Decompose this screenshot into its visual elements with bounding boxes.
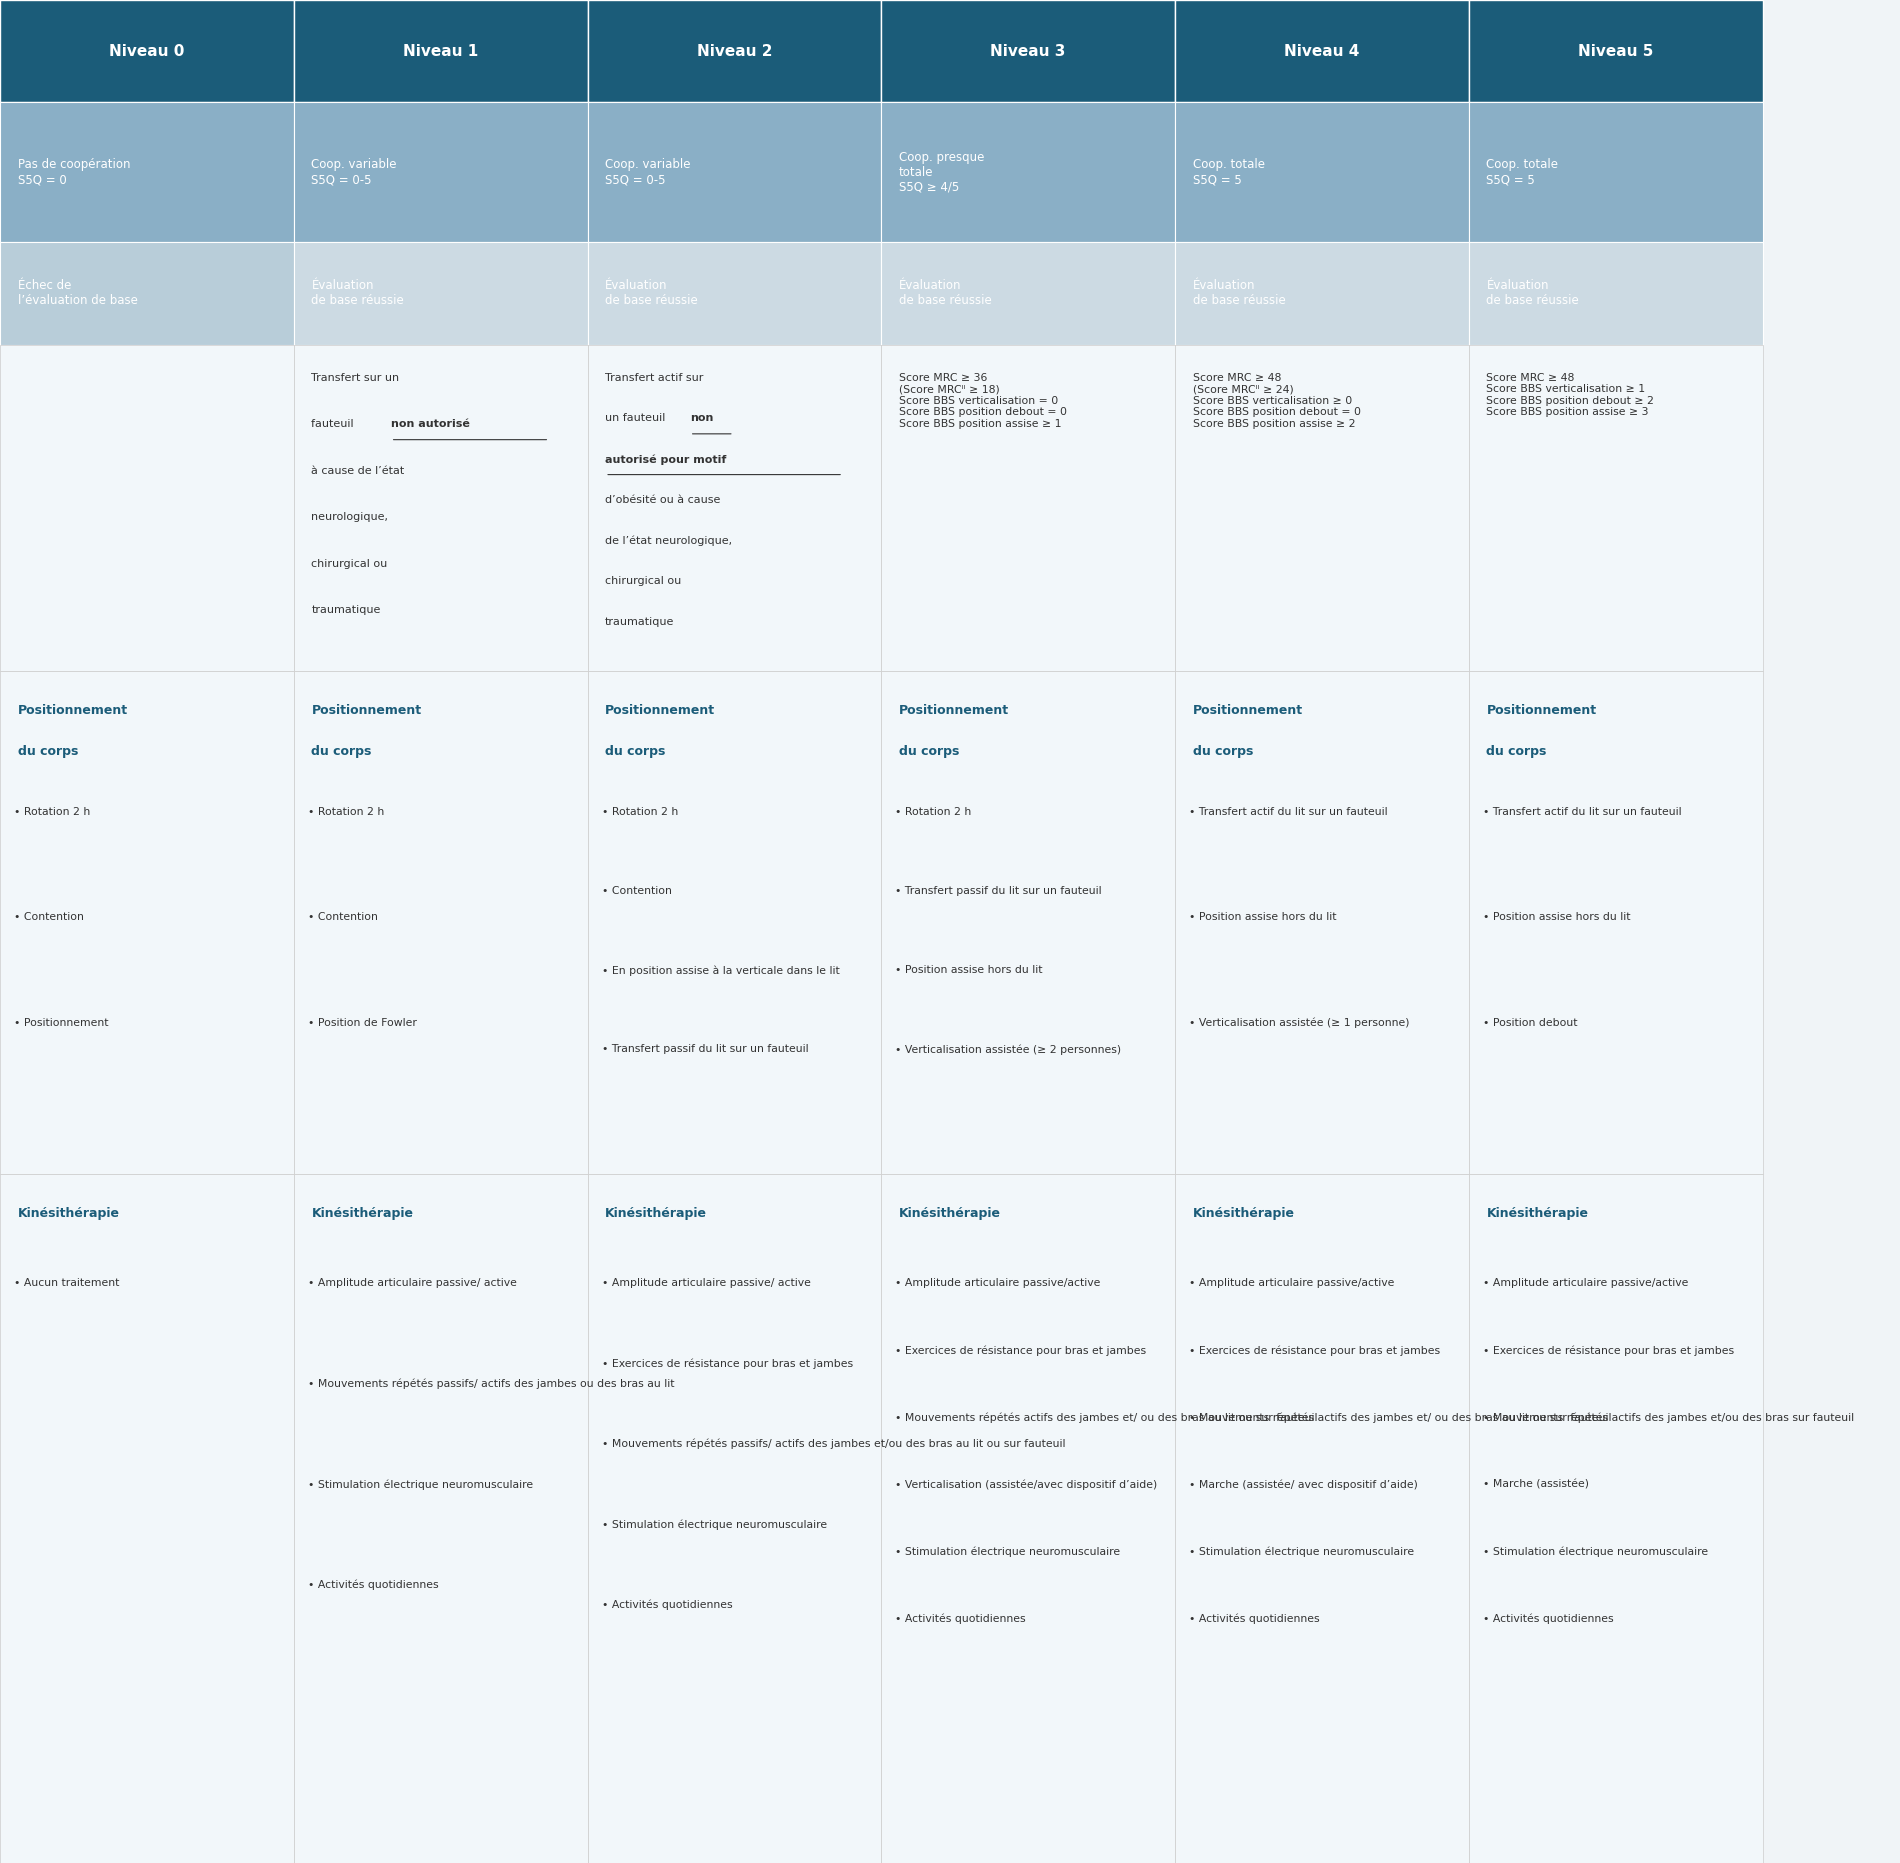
Text: Coop. presque
totale
S5Q ≥ 4/5: Coop. presque totale S5Q ≥ 4/5 [899,151,984,194]
Text: • Rotation 2 h: • Rotation 2 h [13,807,91,816]
Text: • Mouvements répétés actifs des jambes et/ ou des bras au lit ou sur fauteuil: • Mouvements répétés actifs des jambes e… [895,1412,1319,1423]
Text: • Activités quotidiennes: • Activités quotidiennes [602,1600,732,1610]
FancyBboxPatch shape [587,1174,882,1863]
Text: Score MRC ≥ 48
(Score MRCᴵᴵ ≥ 24)
Score BBS verticalisation ≥ 0
Score BBS positi: Score MRC ≥ 48 (Score MRCᴵᴵ ≥ 24) Score … [1193,373,1360,428]
Text: • Contention: • Contention [13,913,84,922]
Text: • Position debout: • Position debout [1482,1017,1577,1028]
Text: • Amplitude articulaire passive/ active: • Amplitude articulaire passive/ active [308,1278,517,1287]
Text: de l’état neurologique,: de l’état neurologique, [604,537,732,546]
Text: du corps: du corps [1486,745,1547,758]
Text: • Position assise hors du lit: • Position assise hors du lit [1189,913,1336,922]
FancyBboxPatch shape [294,0,587,102]
Text: • Verticalisation (assistée/avec dispositif d’aide): • Verticalisation (assistée/avec disposi… [895,1479,1157,1490]
Text: chirurgical ou: chirurgical ou [604,576,682,587]
Text: Coop. totale
S5Q = 5: Coop. totale S5Q = 5 [1486,158,1558,186]
Text: Coop. totale
S5Q = 5: Coop. totale S5Q = 5 [1193,158,1265,186]
Text: • Mouvements répétés actifs des jambes et/ou des bras sur fauteuil: • Mouvements répétés actifs des jambes e… [1482,1412,1854,1423]
Text: • Exercices de résistance pour bras et jambes: • Exercices de résistance pour bras et j… [602,1358,853,1369]
Text: Niveau 4: Niveau 4 [1284,43,1360,60]
Text: • Amplitude articulaire passive/active: • Amplitude articulaire passive/active [1189,1278,1395,1287]
FancyBboxPatch shape [294,102,587,242]
Text: • Amplitude articulaire passive/active: • Amplitude articulaire passive/active [1482,1278,1689,1287]
Text: du corps: du corps [604,745,665,758]
Text: Positionnement: Positionnement [899,704,1009,717]
Text: • Amplitude articulaire passive/ active: • Amplitude articulaire passive/ active [602,1278,811,1287]
FancyBboxPatch shape [1469,671,1763,1174]
Text: • Activités quotidiennes: • Activités quotidiennes [1482,1613,1613,1625]
Text: non: non [690,414,712,423]
Text: • Mouvements répétés passifs/ actifs des jambes ou des bras au lit: • Mouvements répétés passifs/ actifs des… [308,1379,674,1390]
Text: Niveau 5: Niveau 5 [1577,43,1653,60]
Text: Évaluation
de base réussie: Évaluation de base réussie [899,279,992,307]
Text: • Verticalisation assistée (≥ 1 personne): • Verticalisation assistée (≥ 1 personne… [1189,1017,1410,1028]
Text: • Exercices de résistance pour bras et jambes: • Exercices de résistance pour bras et j… [895,1345,1146,1356]
Text: • Transfert actif du lit sur un fauteuil: • Transfert actif du lit sur un fauteuil [1482,807,1682,816]
Text: • Activités quotidiennes: • Activités quotidiennes [1189,1613,1320,1625]
Text: • En position assise à la verticale dans le lit: • En position assise à la verticale dans… [602,965,840,976]
FancyBboxPatch shape [294,1174,587,1863]
FancyBboxPatch shape [882,671,1174,1174]
Text: non autorisé: non autorisé [391,419,469,428]
FancyBboxPatch shape [294,671,587,1174]
Text: Kinésithérapie: Kinésithérapie [899,1207,1001,1220]
Text: Score MRC ≥ 48
Score BBS verticalisation ≥ 1
Score BBS position debout ≥ 2
Score: Score MRC ≥ 48 Score BBS verticalisation… [1486,373,1655,417]
Text: Positionnement: Positionnement [17,704,127,717]
FancyBboxPatch shape [0,671,294,1174]
FancyBboxPatch shape [587,242,882,345]
Text: • Rotation 2 h: • Rotation 2 h [602,807,678,816]
Text: d’obésité ou à cause: d’obésité ou à cause [604,496,720,505]
FancyBboxPatch shape [882,345,1174,671]
FancyBboxPatch shape [294,345,587,671]
FancyBboxPatch shape [1469,345,1763,671]
Text: Positionnement: Positionnement [1193,704,1303,717]
Text: • Stimulation électrique neuromusculaire: • Stimulation électrique neuromusculaire [602,1520,826,1530]
FancyBboxPatch shape [1174,1174,1469,1863]
Text: du corps: du corps [312,745,372,758]
Text: chirurgical ou: chirurgical ou [312,559,388,568]
Text: • Transfert passif du lit sur un fauteuil: • Transfert passif du lit sur un fauteui… [895,887,1102,896]
Text: Niveau 2: Niveau 2 [697,43,771,60]
FancyBboxPatch shape [0,345,294,671]
Text: • Stimulation électrique neuromusculaire: • Stimulation électrique neuromusculaire [1189,1546,1414,1557]
Text: • Position assise hors du lit: • Position assise hors du lit [1482,913,1630,922]
Text: • Rotation 2 h: • Rotation 2 h [895,807,971,816]
FancyBboxPatch shape [0,1174,294,1863]
FancyBboxPatch shape [587,0,882,102]
FancyBboxPatch shape [0,242,294,345]
Text: Positionnement: Positionnement [312,704,422,717]
Text: Coop. variable
S5Q = 0-5: Coop. variable S5Q = 0-5 [312,158,397,186]
Text: • Position assise hors du lit: • Position assise hors du lit [895,965,1043,974]
Text: • Exercices de résistance pour bras et jambes: • Exercices de résistance pour bras et j… [1189,1345,1440,1356]
FancyBboxPatch shape [1174,671,1469,1174]
Text: • Position de Fowler: • Position de Fowler [308,1017,416,1028]
Text: • Positionnement: • Positionnement [13,1017,108,1028]
FancyBboxPatch shape [1469,242,1763,345]
FancyBboxPatch shape [294,242,587,345]
FancyBboxPatch shape [1174,0,1469,102]
Text: • Activités quotidiennes: • Activités quotidiennes [895,1613,1026,1625]
Text: Pas de coopération
S5Q = 0: Pas de coopération S5Q = 0 [17,158,129,186]
Text: traumatique: traumatique [312,605,380,615]
Text: fauteuil: fauteuil [312,419,357,428]
Text: • Mouvements répétés actifs des jambes et/ ou des bras au lit ou sur fauteuil: • Mouvements répétés actifs des jambes e… [1189,1412,1611,1423]
Text: neurologique,: neurologique, [312,512,388,522]
Text: • Aucun traitement: • Aucun traitement [13,1278,120,1287]
FancyBboxPatch shape [1469,1174,1763,1863]
Text: Score MRC ≥ 36
(Score MRCᴵᴵ ≥ 18)
Score BBS verticalisation = 0
Score BBS positi: Score MRC ≥ 36 (Score MRCᴵᴵ ≥ 18) Score … [899,373,1068,428]
Text: • Marche (assistée/ avec dispositif d’aide): • Marche (assistée/ avec dispositif d’ai… [1189,1479,1417,1490]
Text: • Rotation 2 h: • Rotation 2 h [308,807,384,816]
Text: Évaluation
de base réussie: Évaluation de base réussie [312,279,405,307]
Text: autorisé pour motif: autorisé pour motif [604,455,726,464]
Text: Échec de
l’évaluation de base: Échec de l’évaluation de base [17,279,137,307]
Text: • Marche (assistée): • Marche (assistée) [1482,1479,1588,1489]
Text: • Stimulation électrique neuromusculaire: • Stimulation électrique neuromusculaire [308,1479,534,1490]
FancyBboxPatch shape [0,0,294,102]
Text: traumatique: traumatique [604,617,674,628]
Text: • Mouvements répétés passifs/ actifs des jambes et/ou des bras au lit ou sur fau: • Mouvements répétés passifs/ actifs des… [602,1438,1066,1449]
Text: du corps: du corps [17,745,78,758]
FancyBboxPatch shape [1469,102,1763,242]
Text: Transfert actif sur: Transfert actif sur [604,373,703,382]
Text: • Contention: • Contention [308,913,378,922]
Text: • Activités quotidiennes: • Activités quotidiennes [308,1580,439,1591]
FancyBboxPatch shape [587,345,882,671]
